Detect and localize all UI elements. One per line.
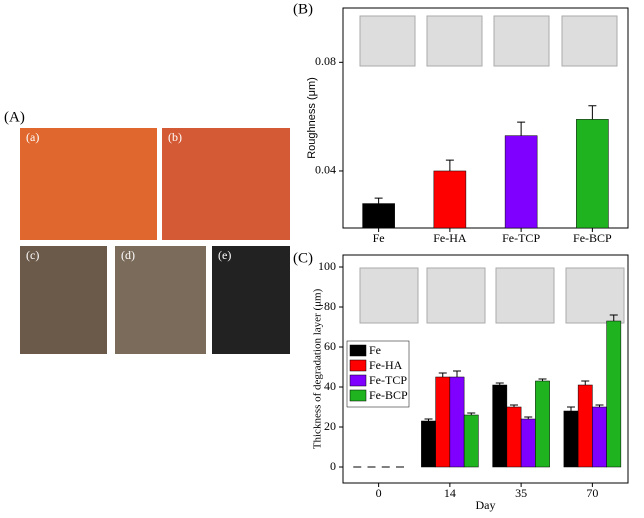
photo [115, 246, 206, 354]
panel-label: (B) [293, 1, 313, 17]
bar [449, 376, 465, 468]
inset-image [359, 15, 416, 67]
y-tick-label: 60 [324, 339, 336, 353]
legend-swatch [349, 374, 367, 387]
legend-swatch [349, 344, 367, 357]
y-tick-label: 100 [318, 259, 336, 273]
photo-label: (c) [26, 248, 39, 262]
photo-label: (a) [26, 130, 39, 144]
x-tick-label: Fe-TCP [502, 231, 540, 245]
x-tick-label: 35 [515, 486, 527, 500]
y-tick-label: 20 [324, 419, 336, 433]
legend-label: Fe-BCP [369, 388, 408, 402]
inset-image [493, 15, 550, 67]
bar [463, 414, 479, 468]
bar [435, 376, 451, 468]
bar [576, 119, 609, 229]
error-bar [495, 382, 504, 385]
photo-label: (e) [218, 248, 231, 262]
panel-label: (A) [4, 109, 25, 125]
error-bar [445, 159, 454, 171]
bar [433, 170, 467, 229]
bar [520, 418, 536, 468]
y-tick-label: 0 [330, 459, 336, 473]
bar [592, 406, 607, 468]
inset-image [426, 267, 486, 324]
y-axis-label: Roughness (μm) [306, 77, 318, 159]
photo [20, 246, 107, 354]
inset-image [495, 267, 555, 324]
legend-swatch [349, 389, 367, 402]
bar [492, 384, 508, 468]
x-tick-label: 14 [444, 486, 456, 500]
error-bar [581, 380, 590, 385]
error-bar [609, 314, 618, 321]
photo [212, 246, 290, 354]
x-tick-label: 70 [586, 486, 598, 500]
y-tick-label: 40 [324, 379, 336, 393]
legend-swatch [349, 359, 367, 372]
photo-label: (d) [121, 248, 135, 262]
y-tick-label: 0.08 [315, 54, 336, 68]
x-tick-label: Fe [373, 231, 385, 245]
error-bar [438, 372, 447, 377]
error-bar [595, 404, 604, 407]
bar [421, 420, 436, 468]
bar [563, 410, 579, 468]
error-bar [524, 416, 533, 419]
plot-frame [342, 7, 629, 229]
bar [362, 203, 395, 229]
bar [535, 380, 550, 468]
error-bar [510, 404, 518, 407]
bar [506, 406, 522, 468]
error-bar [517, 121, 526, 136]
inset-image [426, 15, 483, 67]
y-tick-label: 80 [324, 299, 336, 313]
panel-label: (C) [293, 250, 313, 266]
y-axis-label: Thickness of degradation layer (μm) [312, 288, 324, 449]
x-tick-label: Fe-BCP [573, 231, 612, 245]
y-tick-label: 0.04 [315, 163, 336, 177]
x-axis-label: Day [476, 498, 496, 512]
error-bar [453, 370, 461, 377]
error-bar [538, 378, 547, 381]
legend-label: Fe-HA [369, 358, 403, 372]
bar [606, 320, 622, 468]
photo [162, 128, 290, 240]
plot-frame [342, 254, 629, 484]
inset-image [561, 15, 618, 67]
inset-image [359, 267, 419, 324]
photo-label: (b) [168, 130, 182, 144]
bar [577, 384, 593, 468]
legend-label: Fe [369, 343, 381, 357]
x-tick-label: Fe-HA [433, 231, 467, 245]
inset-image [565, 267, 625, 324]
error-bar [567, 406, 575, 411]
error-bar [467, 412, 476, 415]
legend-label: Fe-TCP [369, 373, 407, 387]
x-tick-label: 0 [376, 486, 382, 500]
bar [504, 135, 538, 229]
error-bar [588, 105, 597, 120]
error-bar [424, 418, 433, 421]
photo [20, 128, 157, 240]
error-bar [374, 197, 383, 204]
